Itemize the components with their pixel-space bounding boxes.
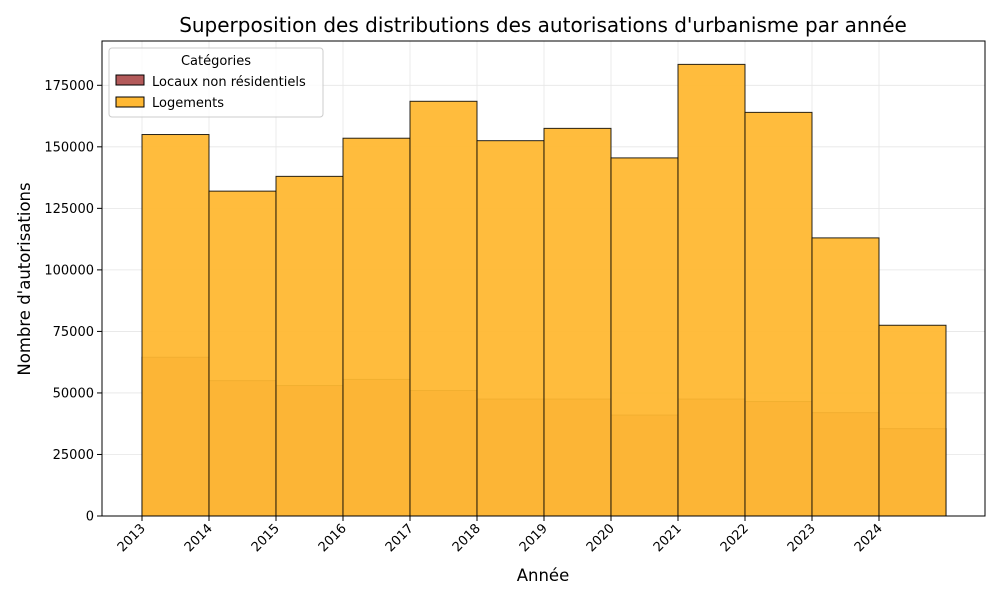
bar-logements-2013 [141,134,210,517]
y-axis-ticks: 0 25000 50000 75000 100000 125000 150000 175000 [44,79,102,525]
legend-label-locaux: Locaux non résidentiels [152,75,306,90]
bar-logements-2022 [744,111,813,517]
y-axis-label: Nombre d'autorisations [15,182,34,375]
series-logements-bars [141,63,947,517]
bar-logements-2016 [342,137,411,517]
y-tick-label: 25000 [53,448,94,463]
legend-title: Catégories [181,54,251,69]
legend-label-logements: Logements [152,96,224,111]
bar-logements-2017 [409,100,478,517]
bar-logements-2023 [811,237,880,517]
y-tick-label: 100000 [44,263,94,278]
bar-logements-2014 [208,190,277,517]
y-tick-label: 50000 [53,386,94,401]
legend: Catégories Locaux non résidentiels Logem… [108,47,324,118]
y-tick-label: 150000 [44,140,94,155]
legend-swatch-locaux [115,74,145,86]
y-tick-label: 75000 [53,325,94,340]
bar-logements-2018 [476,140,545,517]
legend-box [108,47,324,118]
x-axis-label: Année [517,566,570,585]
bar-logements-2024 [878,324,947,517]
y-tick-label: 0 [86,510,94,525]
bar-logements-2021 [677,63,746,517]
chart-title: Superposition des distributions des auto… [179,13,907,37]
bar-logements-2019 [543,127,612,517]
bar-logements-2015 [275,175,344,517]
bar-logements-2020 [610,157,679,517]
legend-swatch-logements [115,96,145,108]
y-tick-label: 125000 [44,202,94,217]
y-tick-label: 175000 [44,79,94,94]
